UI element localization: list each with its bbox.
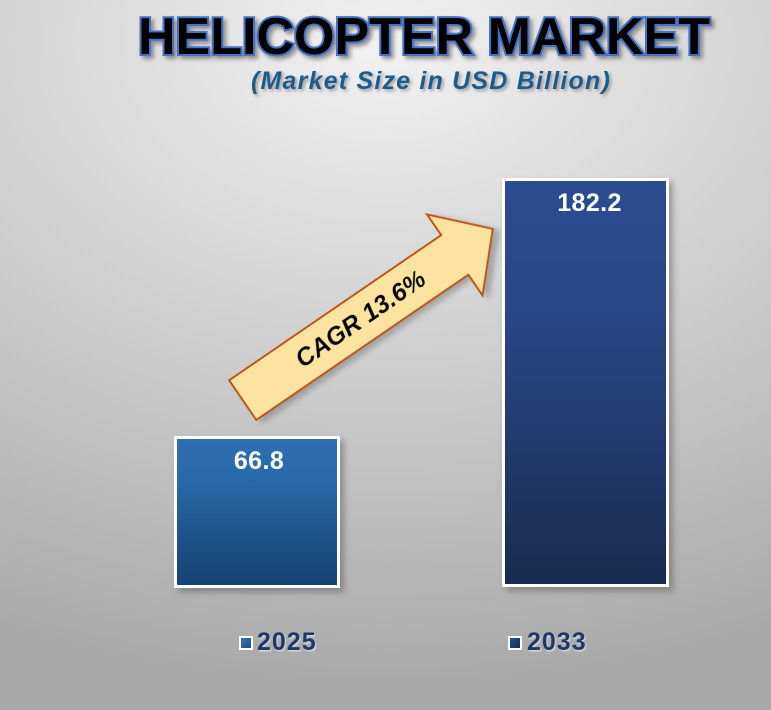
svg-text:HELICOPTER MARKET: HELICOPTER MARKET [138, 8, 710, 66]
svg-text:CAGR 13.6%: CAGR 13.6% [290, 265, 431, 374]
svg-text:(Market Size in USD Billion): (Market Size in USD Billion) [251, 67, 611, 95]
